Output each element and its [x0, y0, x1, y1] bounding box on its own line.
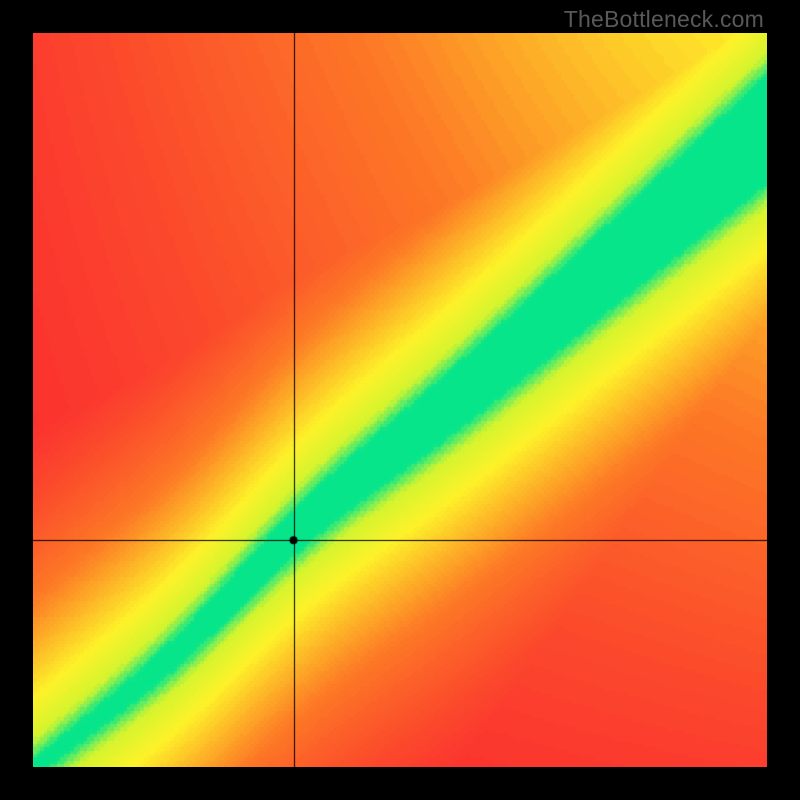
heatmap-canvas	[33, 33, 767, 767]
watermark-text: TheBottleneck.com	[564, 6, 764, 33]
chart-stage: TheBottleneck.com	[0, 0, 800, 800]
